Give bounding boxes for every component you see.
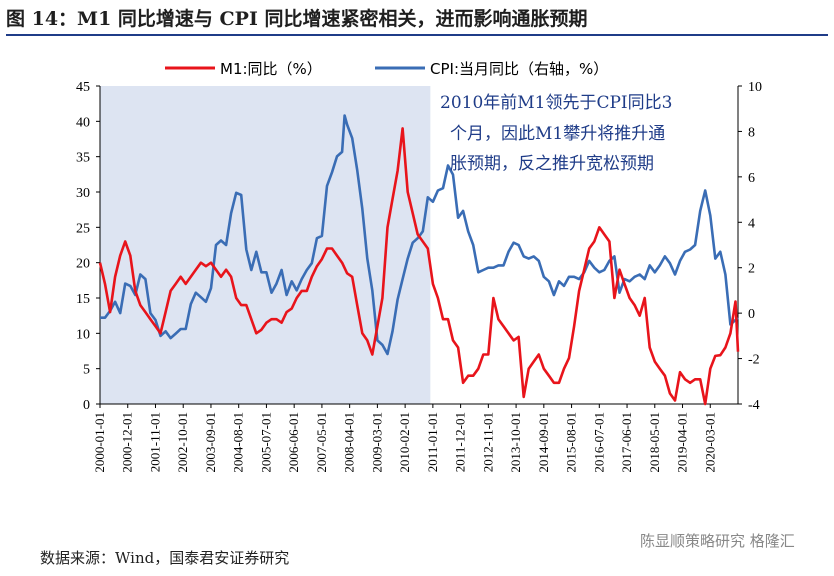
m1-series-line <box>98 127 740 406</box>
right-tick-label: 4 <box>748 216 755 231</box>
x-tick-label: 2014-09-01 <box>536 412 551 473</box>
left-tick-label: 25 <box>76 221 90 236</box>
left-tick-label: 45 <box>76 80 90 95</box>
legend: M1:同比（%） CPI:当月同比（右轴，%） <box>165 60 608 78</box>
x-tick-label: 2007-05-01 <box>314 412 329 473</box>
source-note: 数据来源：Wind，国泰君安证券研究 <box>40 549 290 567</box>
right-tick-label: 8 <box>748 125 755 140</box>
x-tick-label: 2000-12-01 <box>120 412 135 473</box>
x-tick-label: 2011-01-01 <box>425 412 440 472</box>
legend-m1-label: M1:同比（%） <box>220 60 322 78</box>
annotation-line-1: 2010年前M1领先于CPI同比3 <box>440 93 672 113</box>
x-tick-label: 2003-09-01 <box>203 412 218 473</box>
right-tick-label: -2 <box>748 353 760 368</box>
x-tick-label: 2015-08-01 <box>564 412 579 473</box>
x-tick-label: 2020-03-01 <box>702 412 717 473</box>
x-tick-label: 2017-06-01 <box>619 412 634 473</box>
x-axis: 2000-01-01 2000-12-01 2001-11-01 2002-10-01… <box>92 404 717 473</box>
shaded-region-pre-2011 <box>100 86 431 404</box>
right-tick-label: 6 <box>748 171 755 186</box>
left-tick-label: 35 <box>76 151 90 166</box>
cpi-series-line <box>100 114 739 356</box>
x-tick-label: 2006-06-01 <box>286 412 301 473</box>
x-tick-label: 2002-10-01 <box>175 412 190 473</box>
left-tick-label: 15 <box>76 292 90 307</box>
right-tick-label: 10 <box>748 80 762 95</box>
right-axis: -4 -2 0 2 4 6 8 10 <box>738 80 762 413</box>
x-tick-label: 2000-01-01 <box>92 412 107 473</box>
x-tick-label: 2001-11-01 <box>147 412 162 472</box>
page-title: 图 14：M1 同比增速与 CPI 同比增速紧密相关，进而影响通胀预期 <box>6 8 588 30</box>
annotation: 2010年前M1领先于CPI同比3 个月，因此M1攀升将推升通 胀预期，反之推升… <box>440 93 672 174</box>
right-tick-label: 2 <box>748 262 755 277</box>
x-tick-label: 2016-07-01 <box>591 412 606 473</box>
right-tick-label: 0 <box>748 307 755 322</box>
left-tick-label: 20 <box>76 257 90 272</box>
x-tick-label: 2012-11-01 <box>480 412 495 472</box>
x-tick-label: 2008-04-01 <box>342 412 357 473</box>
right-tick-label: -4 <box>748 398 760 413</box>
x-tick-label: 2004-08-01 <box>231 412 246 473</box>
x-tick-label: 2009-03-01 <box>369 412 384 473</box>
left-tick-label: 0 <box>83 398 90 413</box>
x-tick-label: 2005-07-01 <box>258 412 273 473</box>
title-divider <box>6 34 828 36</box>
legend-cpi-label: CPI:当月同比（右轴，%） <box>430 60 608 78</box>
annotation-line-2: 个月，因此M1攀升将推升通 <box>450 124 665 144</box>
x-tick-label: 2010-02-01 <box>397 412 412 473</box>
watermark: 陈显顺策略研究 格隆汇 <box>640 532 795 550</box>
left-tick-label: 10 <box>76 327 90 342</box>
left-tick-label: 5 <box>83 363 90 378</box>
left-tick-label: 30 <box>76 186 90 201</box>
left-axis: 0 5 10 15 20 25 30 35 40 45 <box>76 80 100 413</box>
left-tick-label: 40 <box>76 115 90 130</box>
x-tick-label: 2013-10-01 <box>508 412 523 473</box>
chart-svg: 0 5 10 15 20 25 30 35 40 45 -4 -2 0 2 4 6 8 10 2000-01-0… <box>76 60 762 473</box>
annotation-line-3: 胀预期，反之推升宽松预期 <box>450 154 654 174</box>
x-tick-label: 2019-04-01 <box>675 412 690 473</box>
x-tick-label: 2018-05-01 <box>647 412 662 473</box>
x-tick-label: 2011-12-01 <box>453 412 468 472</box>
